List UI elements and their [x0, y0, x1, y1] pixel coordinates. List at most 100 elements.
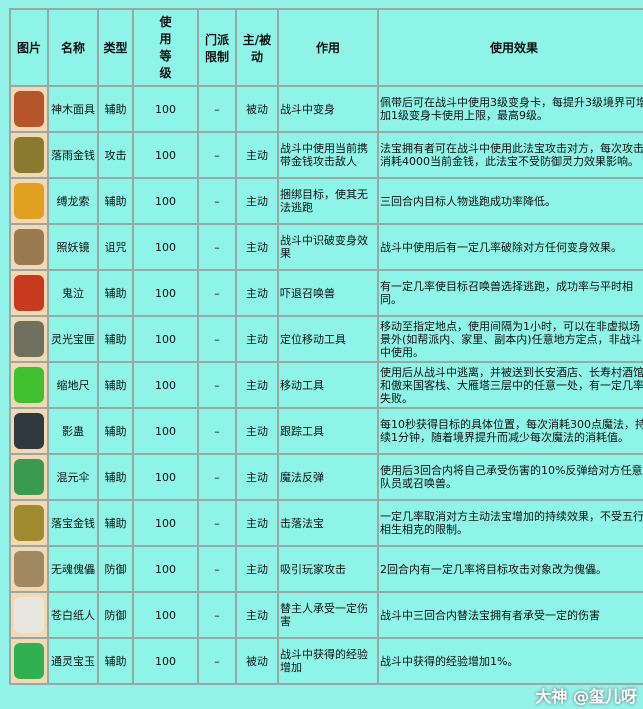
cell-level: 100	[132, 315, 199, 363]
cell-type: 攻击	[97, 131, 134, 179]
cell-mode: 主动	[235, 223, 279, 271]
cell-name: 照妖镜	[47, 223, 99, 271]
cell-level: 100	[132, 131, 199, 179]
table-row: 通灵宝玉 辅助 100– 被动 战斗中获得的经验增加 战斗中获得的经验增加1%。	[9, 637, 643, 685]
cell-name: 苍白纸人	[47, 591, 99, 639]
cell-level: 100	[132, 361, 199, 409]
cell-use: 替主人承受一定伤害	[277, 591, 379, 639]
cell-effect: 佩带后可在战斗中使用3级变身卡，每提升3级境界可增加1级变身卡使用上限，最高9级…	[377, 85, 643, 133]
rope-icon	[14, 183, 44, 219]
cell-effect: 每10秒获得目标的具体位置，每次消耗300点魔法，持续1分钟，随着境界提升而减少…	[377, 407, 643, 455]
cell-level: 100	[132, 499, 199, 547]
cell-use: 击落法宝	[277, 499, 379, 547]
cell-effect: 有一定几率使目标召唤兽选择逃跑，成功率与平时相同。	[377, 269, 643, 317]
cell-effect: 移动至指定地点，使用间隔为1小时，可以在非虚拟场景外(如帮派内、家里、副本内)任…	[377, 315, 643, 363]
table-row: 鬼泣 辅助 100– 主动 吓退召唤兽 有一定几率使目标召唤兽选择逃跑，成功率与平时相同。	[9, 269, 643, 317]
cell-type: 辅助	[97, 407, 134, 455]
coin-pouch-icon	[14, 505, 44, 541]
cell-effect: 2回合内有一定几率将目标攻击对象改为傀儡。	[377, 545, 643, 593]
cell-use: 魔法反弹	[277, 453, 379, 501]
puppet-icon	[14, 551, 44, 587]
cell-sect: –	[197, 637, 237, 685]
cell-use: 跟踪工具	[277, 407, 379, 455]
cell-type: 辅助	[97, 269, 134, 317]
item-picture	[9, 499, 49, 547]
cell-mode: 主动	[235, 407, 279, 455]
cell-mode: 主动	[235, 453, 279, 501]
cell-type: 辅助	[97, 499, 134, 547]
table-row: 缩地尺 辅助 100– 主动 移动工具 使用后从战斗中逃离，并被送到长安酒店、长寿村酒馆和…	[9, 361, 643, 409]
cell-name: 落宝金钱	[47, 499, 99, 547]
cell-name: 混元伞	[47, 453, 99, 501]
item-picture	[9, 637, 49, 685]
cell-sect: –	[197, 85, 237, 133]
coin-necklace-icon	[14, 137, 44, 173]
table-row: 混元伞 辅助 100– 主动 魔法反弹 使用后3回合内将自己承受伤害的10%反弹给对方任意…	[9, 453, 643, 501]
item-picture	[9, 177, 49, 225]
header-usage-level: 使用等级	[159, 14, 172, 80]
item-picture	[9, 223, 49, 271]
column-header: 主/被动	[235, 8, 279, 87]
table-row: 无魂傀儡 防御 100– 主动 吸引玩家攻击 2回合内有一定几率将目标攻击对象改为傀儡。	[9, 545, 643, 593]
cell-sect: –	[197, 545, 237, 593]
cell-mode: 被动	[235, 637, 279, 685]
cell-effect: 战斗中使用后有一定几率破除对方任何变身效果。	[377, 223, 643, 271]
cell-mode: 主动	[235, 315, 279, 363]
cell-use: 吸引玩家攻击	[277, 545, 379, 593]
cell-use: 定位移动工具	[277, 315, 379, 363]
cell-mode: 主动	[235, 545, 279, 593]
demon-mask-icon	[14, 91, 44, 127]
cell-sect: –	[197, 177, 237, 225]
column-header: 使用等级	[132, 8, 199, 87]
column-header: 门派限制	[197, 8, 237, 87]
cell-level: 100	[132, 545, 199, 593]
cell-type: 防御	[97, 545, 134, 593]
cell-mode: 主动	[235, 131, 279, 179]
mirror-icon	[14, 229, 44, 265]
item-picture	[9, 453, 49, 501]
cell-name: 缚龙索	[47, 177, 99, 225]
box-icon	[14, 321, 44, 357]
column-header: 使用效果	[377, 8, 643, 87]
item-picture	[9, 85, 49, 133]
cell-sect: –	[197, 407, 237, 455]
cell-sect: –	[197, 269, 237, 317]
paper-doll-icon	[14, 597, 44, 633]
cell-effect: 战斗中三回合内替法宝拥有者承受一定的伤害	[377, 591, 643, 639]
cell-sect: –	[197, 361, 237, 409]
cell-level: 100	[132, 453, 199, 501]
watermark: 大神 @玺儿呀	[535, 687, 637, 706]
cell-mode: 被动	[235, 85, 279, 133]
bell-icon	[14, 275, 44, 311]
table-row: 神木面具 辅助 100– 被动 战斗中变身 佩带后可在战斗中使用3级变身卡，每提升3级境界…	[9, 85, 643, 133]
cell-effect: 战斗中获得的经验增加1%。	[377, 637, 643, 685]
table-row: 缚龙索 辅助 100– 主动 捆绑目标，使其无法逃跑 三回合内目标人物逃跑成功率降低。	[9, 177, 643, 225]
item-picture	[9, 269, 49, 317]
cell-sect: –	[197, 315, 237, 363]
item-picture	[9, 131, 49, 179]
cell-effect: 法宝拥有者可在战斗中使用此法宝攻击对方，每次攻击消耗4000当前金钱，此法宝不受…	[377, 131, 643, 179]
cell-level: 100	[132, 177, 199, 225]
ruler-icon	[14, 367, 44, 403]
cell-effect: 使用后从战斗中逃离，并被送到长安酒店、长寿村酒馆和傲来国客栈、大雁塔三层中的任意…	[377, 361, 643, 409]
cell-type: 辅助	[97, 177, 134, 225]
cell-level: 100	[132, 591, 199, 639]
items-table: 图片 名称 类型 使用等级 门派限制 主/被动 作用 使用效果 神木面具 辅助 100– 被动 战斗中…	[9, 8, 643, 685]
cell-type: 诅咒	[97, 223, 134, 271]
cell-mode: 主动	[235, 269, 279, 317]
cell-mode: 主动	[235, 361, 279, 409]
cell-type: 辅助	[97, 637, 134, 685]
table-row: 落雨金钱 攻击 100– 主动 战斗中使用当前携带金钱攻击敌人 法宝拥有者可在战斗中使用此…	[9, 131, 643, 179]
cell-sect: –	[197, 223, 237, 271]
cell-effect: 使用后3回合内将自己承受伤害的10%反弹给对方任意队员或召唤兽。	[377, 453, 643, 501]
item-picture	[9, 591, 49, 639]
jade-icon	[14, 643, 44, 679]
cell-level: 100	[132, 407, 199, 455]
cell-name: 缩地尺	[47, 361, 99, 409]
column-header: 图片	[9, 8, 49, 87]
column-header: 类型	[97, 8, 134, 87]
table-row: 灵光宝匣 辅助 100– 主动 定位移动工具 移动至指定地点，使用间隔为1小时，可以在非虚…	[9, 315, 643, 363]
cell-sect: –	[197, 453, 237, 501]
cell-name: 灵光宝匣	[47, 315, 99, 363]
cell-sect: –	[197, 499, 237, 547]
